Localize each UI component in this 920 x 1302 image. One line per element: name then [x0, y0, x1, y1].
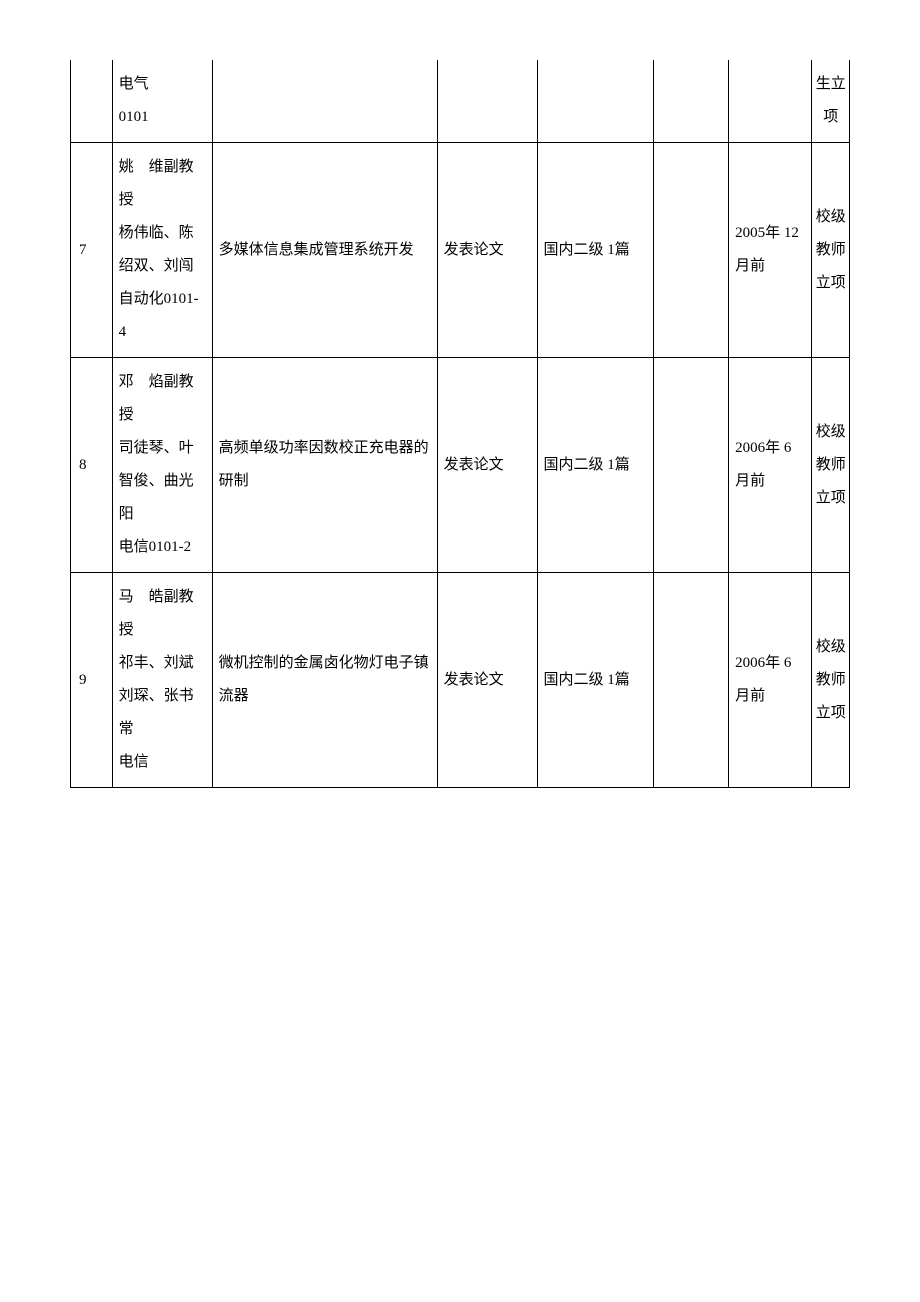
category-text: 校级教师立项	[816, 424, 846, 506]
cell-num: 9	[71, 573, 113, 788]
people-text: 马 皓副教授祁丰、刘斌刘琛、张书常电信	[119, 589, 194, 770]
table-body: 电气0101 生立项 7 姚 维副教授杨伟临、陈绍双、刘闯自动化0101-4 多…	[71, 60, 850, 788]
cell-people: 姚 维副教授杨伟临、陈绍双、刘闯自动化0101-4	[112, 143, 212, 358]
cell-type: 发表论文	[437, 143, 537, 358]
category-text: 生立项	[816, 76, 846, 125]
cell-level: 国内二级 1篇	[537, 143, 654, 358]
cell-blank	[654, 143, 729, 358]
cell-people: 马 皓副教授祁丰、刘斌刘琛、张书常电信	[112, 573, 212, 788]
cell-category: 生立项	[812, 60, 850, 143]
cell-project	[212, 60, 437, 143]
cell-type: 发表论文	[437, 573, 537, 788]
people-text: 邓 焰副教授司徒琴、叶智俊、曲光阳电信0101-2	[119, 374, 194, 555]
people-text: 电气0101	[119, 76, 149, 125]
table-row: 7 姚 维副教授杨伟临、陈绍双、刘闯自动化0101-4 多媒体信息集成管理系统开…	[71, 143, 850, 358]
cell-date: 2006年 6月前	[729, 573, 812, 788]
cell-type: 发表论文	[437, 358, 537, 573]
cell-project: 微机控制的金属卤化物灯电子镇流器	[212, 573, 437, 788]
cell-blank	[654, 60, 729, 143]
category-text: 校级教师立项	[816, 639, 846, 721]
table-row: 电气0101 生立项	[71, 60, 850, 143]
cell-level: 国内二级 1篇	[537, 358, 654, 573]
cell-category: 校级教师立项	[812, 143, 850, 358]
cell-project: 多媒体信息集成管理系统开发	[212, 143, 437, 358]
cell-date	[729, 60, 812, 143]
cell-num: 8	[71, 358, 113, 573]
cell-type	[437, 60, 537, 143]
cell-blank	[654, 358, 729, 573]
cell-date: 2005年 12月前	[729, 143, 812, 358]
data-table: 电气0101 生立项 7 姚 维副教授杨伟临、陈绍双、刘闯自动化0101-4 多…	[70, 60, 850, 788]
cell-num: 7	[71, 143, 113, 358]
cell-level	[537, 60, 654, 143]
cell-project: 高频单级功率因数校正充电器的研制	[212, 358, 437, 573]
cell-people: 电气0101	[112, 60, 212, 143]
cell-level: 国内二级 1篇	[537, 573, 654, 788]
cell-date: 2006年 6月前	[729, 358, 812, 573]
category-text: 校级教师立项	[816, 209, 846, 291]
table-row: 9 马 皓副教授祁丰、刘斌刘琛、张书常电信 微机控制的金属卤化物灯电子镇流器 发…	[71, 573, 850, 788]
cell-num	[71, 60, 113, 143]
people-text: 姚 维副教授杨伟临、陈绍双、刘闯自动化0101-4	[119, 159, 199, 340]
cell-category: 校级教师立项	[812, 358, 850, 573]
cell-blank	[654, 573, 729, 788]
table-row: 8 邓 焰副教授司徒琴、叶智俊、曲光阳电信0101-2 高频单级功率因数校正充电…	[71, 358, 850, 573]
cell-category: 校级教师立项	[812, 573, 850, 788]
cell-people: 邓 焰副教授司徒琴、叶智俊、曲光阳电信0101-2	[112, 358, 212, 573]
